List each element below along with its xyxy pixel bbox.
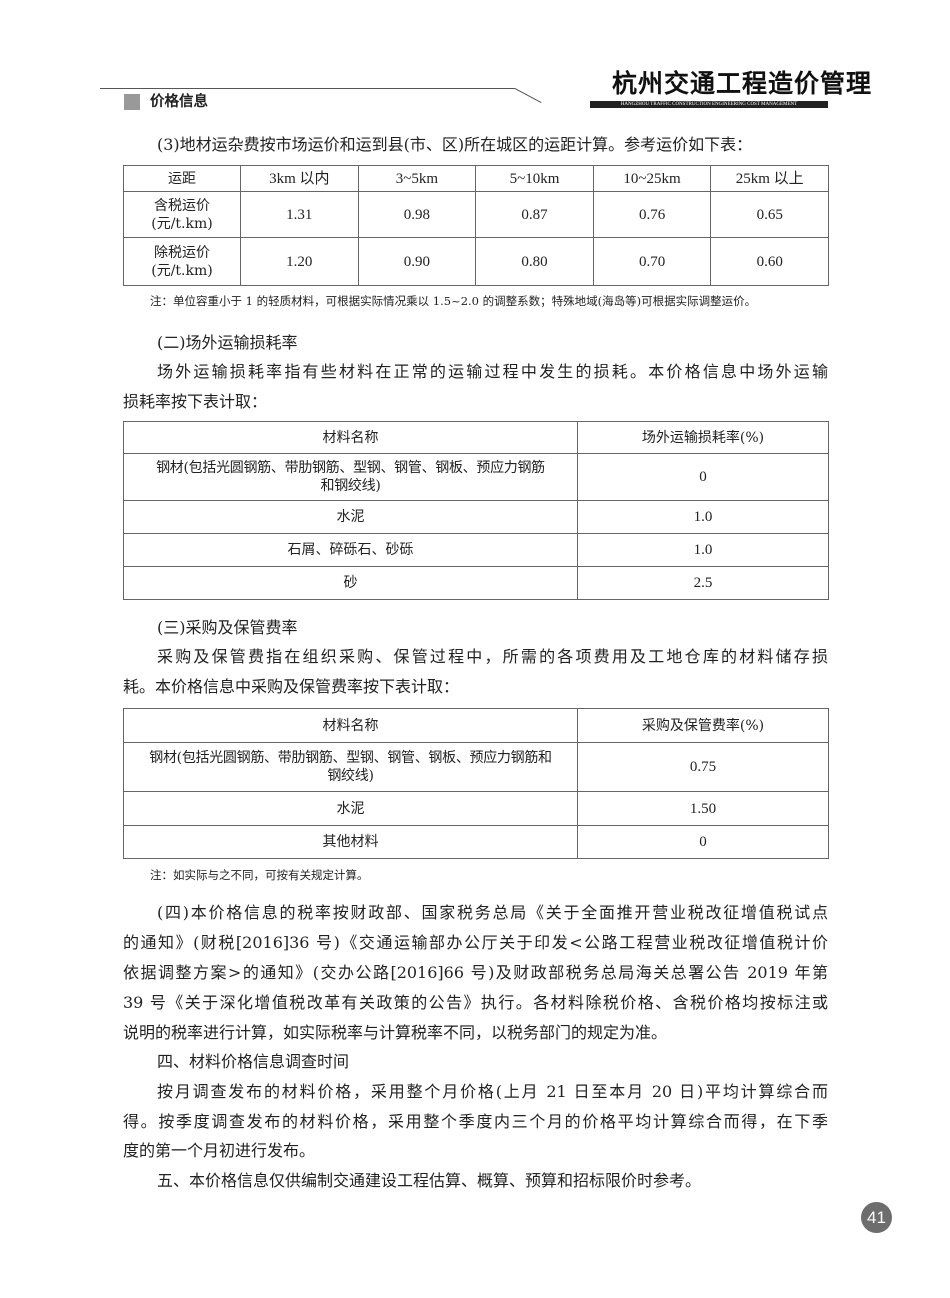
name-line: 钢材(包括光圆钢筋、带肋钢筋、型钢、钢管、钢板、预应力钢筋 (156, 460, 545, 476)
name-line: 钢绞线) (327, 768, 374, 784)
label-line: (元/t.km) (151, 262, 213, 279)
cell: 0.65 (710, 191, 829, 238)
paragraph-line: 度的第一个月初进行发布。 (123, 1141, 316, 1160)
cell: 1.31 (240, 191, 359, 238)
paragraph-line: 耗。本价格信息中采购及保管费率按下表计取： (123, 677, 460, 696)
cell: 0.98 (357, 191, 477, 238)
material-name: 钢材(包括光圆钢筋、带肋钢筋、型钢、钢管、钢板、预应力钢筋和钢绞线) (123, 742, 578, 792)
table-row: 水泥 1.0 (123, 500, 829, 534)
section-label: 价格信息 (150, 94, 208, 110)
section-five: 五、本价格信息仅供编制交通建设工程估算、概算、预算和招标限价时参考。 (157, 1171, 702, 1190)
paragraph-line: (四)本价格信息的税率按财政部、国家税务总局《关于全面推开营业税改征增值税试点 (157, 903, 828, 922)
header-cell: 5~10km (475, 165, 594, 192)
table-row: 除税运价 (元/t.km) 1.20 0.90 0.80 0.70 0.60 (123, 237, 829, 286)
paragraph-line: 损耗率按下表计取： (123, 392, 268, 411)
cell: 0.87 (475, 191, 594, 238)
header-cell: 场外运输损耗率(%) (577, 421, 829, 454)
cell: 1.20 (240, 237, 359, 286)
paragraph-line: 说明的税率进行计算，如实际税率与计算税率不同，以税务部门的规定为准。 (123, 1023, 668, 1042)
table-row: 石屑、碎砾石、砂砾 1.0 (123, 533, 829, 567)
table-row: 含税运价 (元/t.km) 1.31 0.98 0.87 0.76 0.65 (123, 191, 829, 238)
magazine-subtitle: HANGZHOU TRAFFIC CONSTRUCTION ENGINEERIN… (590, 101, 828, 108)
header-cell: 材料名称 (123, 421, 578, 454)
material-name: 石屑、碎砾石、砂砾 (123, 533, 578, 567)
material-name: 钢材(包括光圆钢筋、带肋钢筋、型钢、钢管、钢板、预应力钢筋和钢绞线) (123, 453, 578, 501)
name-line: 和钢绞线) (320, 478, 381, 494)
header-cell: 25km 以上 (710, 165, 829, 192)
freight-rate-table: 运距 3km 以内 3~5km 5~10km 10~25km 25km 以上 含… (123, 165, 829, 286)
label-line: (元/t.km) (151, 215, 213, 232)
table-row: 砂 2.5 (123, 566, 829, 600)
section-four-heading: 四、材料价格信息调查时间 (157, 1052, 350, 1071)
table-header-row: 材料名称 采购及保管费率(%) (123, 708, 829, 743)
page-number: 41 (861, 1202, 892, 1233)
paragraph-line: 的通知》(财税[2016]36 号)《交通运输部办公厅关于印发<公路工程营业税改… (123, 933, 828, 952)
cell: 0 (577, 453, 829, 501)
paragraph-line: 依据调整方案>的通知》(交办公路[2016]66 号)及财政部税务总局海关总署公… (123, 963, 828, 982)
transport-loss-table: 材料名称 场外运输损耗率(%) 钢材(包括光圆钢筋、带肋钢筋、型钢、钢管、钢板、… (123, 421, 829, 600)
table-row: 钢材(包括光圆钢筋、带肋钢筋、型钢、钢管、钢板、预应力钢筋和 钢绞线) 0.75 (123, 742, 829, 792)
procurement-rate-table: 材料名称 采购及保管费率(%) 钢材(包括光圆钢筋、带肋钢筋、型钢、钢管、钢板、… (123, 708, 829, 859)
paragraph-line: 得。按季度调查发布的材料价格，采用整个季度内三个月的价格平均计算综合而得，在下季 (123, 1112, 828, 1131)
cell: 0.76 (592, 191, 712, 238)
material-name: 水泥 (123, 791, 578, 826)
header-cell: 3km 以内 (240, 165, 359, 192)
table1-note: 注：单位容重小于 1 的轻质材料，可根据实际情况乘以 1.5~2.0 的调整系数… (150, 294, 757, 308)
label-line: 除税运价 (154, 244, 210, 261)
section-square-icon (124, 94, 140, 110)
material-name: 砂 (123, 566, 578, 600)
table-header-row: 运距 3km 以内 3~5km 5~10km 10~25km 25km 以上 (123, 165, 829, 192)
header-cell: 材料名称 (123, 708, 578, 743)
name-line: 钢材(包括光圆钢筋、带肋钢筋、型钢、钢管、钢板、预应力钢筋和 (149, 750, 552, 766)
cell: 0.90 (357, 237, 477, 286)
paragraph-line: 采购及保管费指在组织采购、保管过程中，所需的各项费用及工地仓库的材料储存损 (157, 647, 828, 666)
row-label: 含税运价 (元/t.km) (123, 191, 241, 238)
row-label: 除税运价 (元/t.km) (123, 237, 241, 286)
header-rule (100, 88, 515, 89)
material-name: 其他材料 (123, 825, 578, 859)
table3-note: 注：如实际与之不同，可按有关规定计算。 (150, 868, 369, 882)
table-row: 钢材(包括光圆钢筋、带肋钢筋、型钢、钢管、钢板、预应力钢筋 和钢绞线) 0 (123, 453, 829, 501)
paragraph-line: 39 号《关于深化增值税改革有关政策的公告》执行。各材料除税价格、含税价格均按标… (123, 993, 828, 1012)
paragraph-line: 场外运输损耗率指有些材料在正常的运输过程中发生的损耗。本价格信息中场外运输 (157, 362, 828, 381)
header-cell: 3~5km (357, 165, 477, 192)
cell: 0 (577, 825, 829, 859)
header-cell: 运距 (123, 165, 241, 192)
intro-paragraph: (3)地材运杂费按市场运价和运到县(市、区)所在城区的运距计算。参考运价如下表： (157, 135, 753, 154)
table-row: 水泥 1.50 (123, 791, 829, 826)
cell: 2.5 (577, 566, 829, 600)
cell: 1.0 (577, 500, 829, 534)
cell: 0.75 (577, 742, 829, 792)
header-cell: 采购及保管费率(%) (577, 708, 829, 743)
magazine-title: 杭州交通工程造价管理 (612, 69, 873, 98)
header-cell: 10~25km (592, 165, 712, 192)
paragraph-line: 按月调查发布的材料价格，采用整个月价格(上月 21 日至本月 20 日)平均计算… (157, 1082, 828, 1101)
material-name: 水泥 (123, 500, 578, 534)
cell: 1.0 (577, 533, 829, 567)
section2-heading: (二)场外运输损耗率 (157, 333, 298, 352)
table-header-row: 材料名称 场外运输损耗率(%) (123, 421, 829, 454)
cell: 0.60 (710, 237, 829, 286)
section3-heading: (三)采购及保管费率 (157, 618, 298, 637)
label-line: 含税运价 (154, 197, 210, 214)
cell: 0.80 (475, 237, 594, 286)
header-rule-diagonal (514, 88, 542, 103)
cell: 1.50 (577, 791, 829, 826)
table-row: 其他材料 0 (123, 825, 829, 859)
cell: 0.70 (592, 237, 712, 286)
